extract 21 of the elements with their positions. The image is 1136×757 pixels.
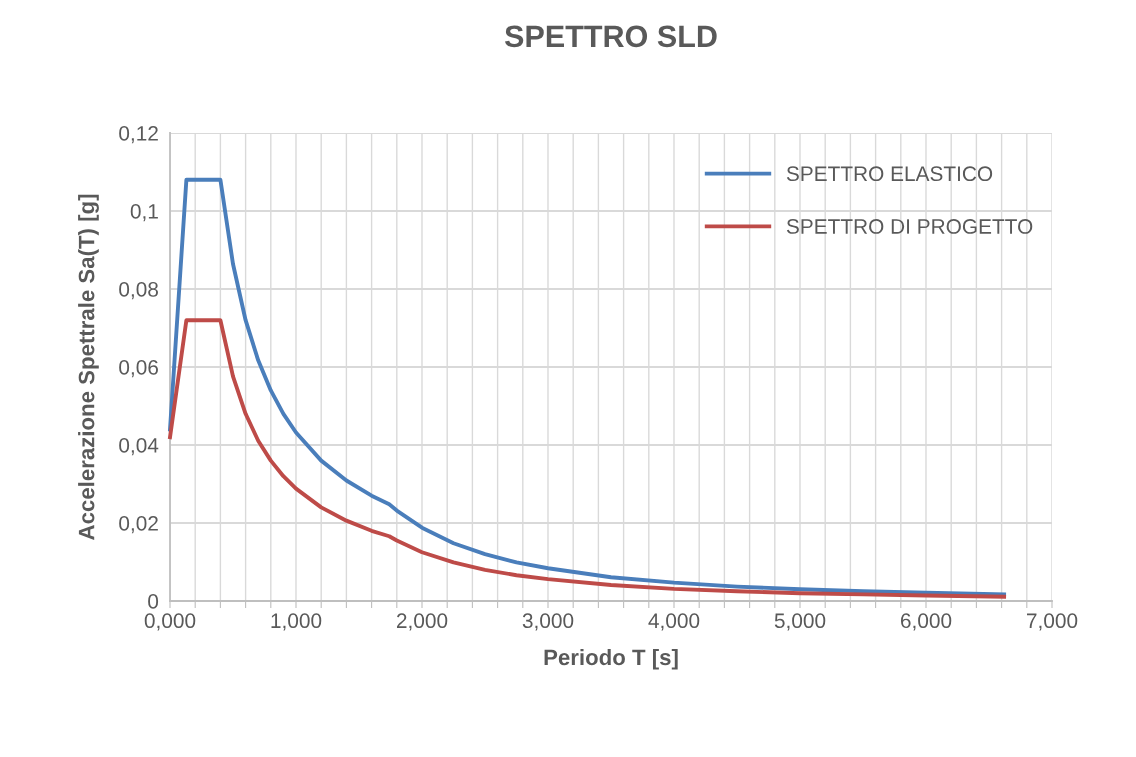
x-tick-label: 5,000	[774, 613, 826, 631]
y-tick-label: 0,08	[119, 282, 158, 300]
y-tick-label: 0,04	[119, 438, 159, 456]
x-tick-label: 3,000	[522, 613, 574, 631]
x-axis-title: Periodo T [s]	[544, 648, 678, 670]
x-tick-label: 7,000	[1027, 613, 1078, 631]
y-tick-label: 0,12	[119, 126, 158, 144]
x-tick-label: 1,000	[271, 613, 322, 631]
x-tick-label: 4,000	[648, 613, 700, 631]
y-tick-label: 0,06	[119, 360, 158, 378]
x-tick-label: 6,000	[900, 613, 952, 631]
chart-title: SPETTRO SLD	[504, 25, 717, 48]
x-tick-label: 0,000	[144, 613, 196, 631]
y-tick-label: 0	[148, 594, 159, 609]
y-tick-label: 0,02	[119, 516, 158, 534]
legend-label: SPETTRO DI PROGETTO	[786, 219, 1033, 234]
x-tick-label: 2,000	[396, 613, 448, 631]
y-tick-label: 0,1	[130, 204, 158, 222]
legend-label: SPETTRO ELASTICO	[786, 166, 993, 182]
y-axis-title: Accelerazione Spettrale Sa(T) [g]	[78, 194, 99, 540]
line-series	[168, 318, 1007, 599]
